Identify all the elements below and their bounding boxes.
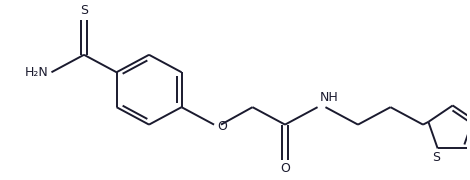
Text: H₂N: H₂N (25, 66, 48, 79)
Text: S: S (431, 151, 439, 164)
Text: NH: NH (320, 91, 338, 104)
Text: O: O (217, 120, 227, 133)
Text: O: O (280, 162, 290, 175)
Text: S: S (80, 4, 88, 17)
